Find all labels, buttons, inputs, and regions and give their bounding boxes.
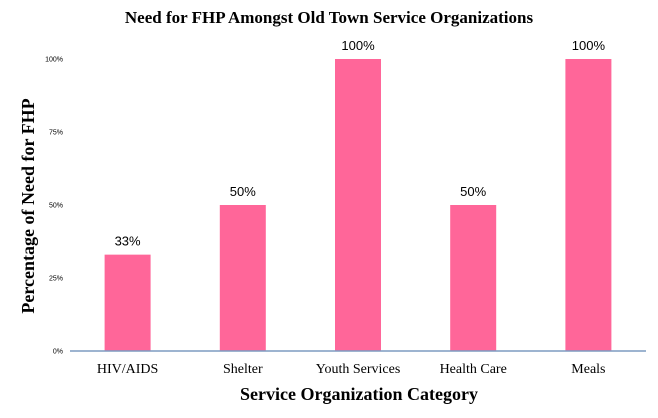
x-axis-title: Service Organization Category: [240, 384, 478, 404]
x-tick-label: Health Care: [440, 362, 507, 377]
y-axis-ticks: 0% 25% 50% 75% 100%: [45, 57, 63, 356]
bar: [335, 59, 381, 351]
y-tick-label: 50%: [49, 203, 63, 210]
y-tick-label: 25%: [49, 276, 63, 283]
y-axis-title: Percentage of Need for FHP: [18, 98, 38, 313]
x-tick-label: Youth Services: [316, 362, 401, 377]
data-label: 50%: [230, 184, 256, 199]
data-label: 33%: [115, 234, 141, 249]
y-tick-label: 0%: [53, 349, 63, 356]
data-label: 100%: [572, 38, 606, 53]
bars: [104, 59, 612, 351]
data-label: 100%: [341, 38, 375, 53]
bar: [219, 205, 266, 351]
y-tick-label: 75%: [49, 130, 63, 137]
x-tick-label: Meals: [571, 362, 605, 377]
bar: [450, 205, 497, 351]
data-label: 50%: [460, 184, 486, 199]
bar: [565, 59, 612, 351]
y-tick-label: 100%: [45, 57, 63, 64]
x-axis-category-labels: HIV/AIDS Shelter Youth Services Health Care…: [97, 362, 606, 377]
x-tick-label: Shelter: [223, 362, 263, 377]
x-tick-label: HIV/AIDS: [97, 362, 158, 377]
chart-title: Need for FHP Amongst Old Town Service Or…: [125, 8, 534, 27]
bar: [104, 254, 151, 351]
data-labels: 33% 50% 100% 50% 100%: [115, 38, 606, 249]
